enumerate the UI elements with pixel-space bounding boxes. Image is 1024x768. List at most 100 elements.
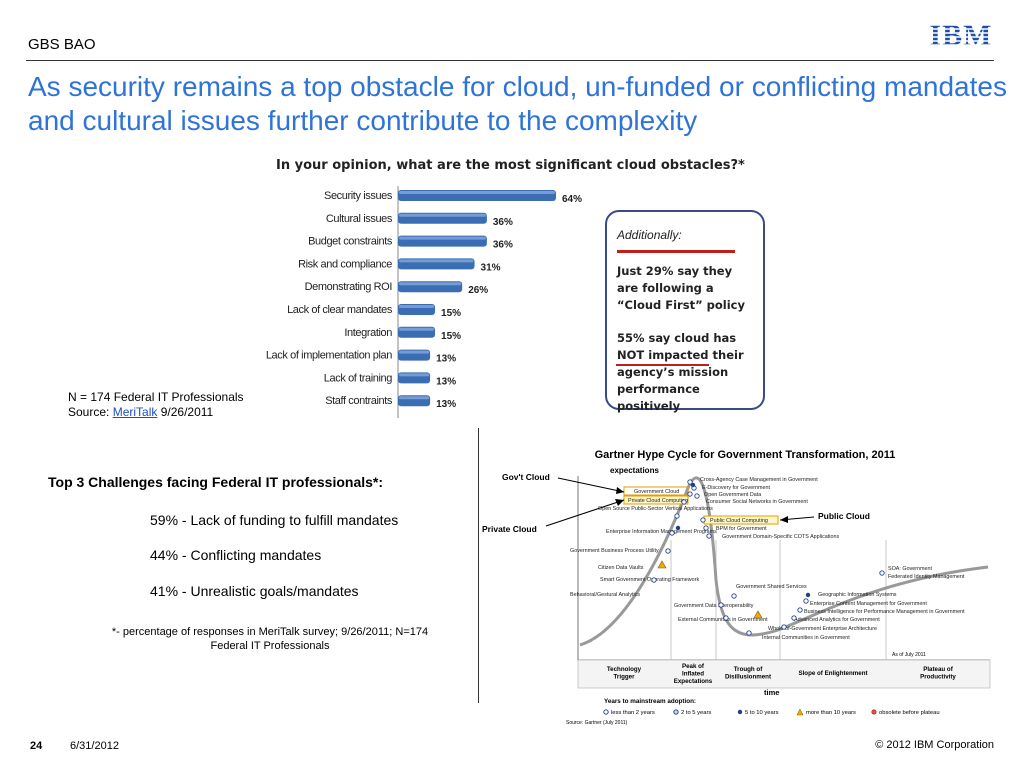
hype-label-open-source: Open Source Public-Sector Vertical Appli… <box>598 506 713 512</box>
hype-label-advanced-analytics: Advanced Analytics for Government <box>794 617 880 623</box>
source-prefix: Source: <box>68 405 113 419</box>
hype-label-external-communities: External Communities in Government <box>678 617 768 623</box>
svg-text:IBM: IBM <box>930 19 993 52</box>
phase-trough: Trough of Disillusionment <box>725 666 771 681</box>
copyright: © 2012 IBM Corporation <box>875 739 994 751</box>
callout-rule <box>617 250 735 253</box>
survey-note: N = 174 Federal IT Professionals Source:… <box>68 390 244 420</box>
hype-label-ediscovery: E-Discovery for Government <box>702 485 771 491</box>
survey-sample: N = 174 Federal IT Professionals <box>68 390 244 404</box>
bar-value-label: 26% <box>468 285 488 296</box>
legend-marker-gt10 <box>796 708 804 716</box>
phase-trough-label: Trough of <box>734 666 763 673</box>
hype-label-behavioral: Behavioral/Gestural Analytics <box>570 592 640 598</box>
hype-label-bi: Business Intelligence for Performance Ma… <box>804 609 965 615</box>
bar-highlight <box>399 350 430 354</box>
hype-label-public-cloud: Public Cloud Computing <box>710 518 768 524</box>
hype-title: Gartner Hype Cycle for Government Transf… <box>595 449 896 461</box>
not-impacted-underline <box>616 364 709 366</box>
legend-marker-5to10 <box>737 709 743 715</box>
phase-plateau: Plateau of Productivity <box>920 666 956 681</box>
ph2-line: Disillusionment <box>725 674 771 681</box>
meritalk-link[interactable]: MeriTalk <box>112 405 158 419</box>
hype-x-label: time <box>764 688 779 697</box>
hype-label-data-interop: Government Data Interoperability <box>674 603 754 609</box>
bar-category-label: Risk and compliance <box>298 258 392 270</box>
additional-stats-callout: Additionally: Just 29% say they are foll… <box>605 210 765 413</box>
hype-label-gis: Geographic Information Systems <box>818 592 897 598</box>
legend-5to10: 5 to 10 years <box>745 710 779 716</box>
source-date: 9/26/2011 <box>157 405 214 419</box>
hype-label-open-gov-data: Open Government Data <box>704 492 761 498</box>
govt-cloud-arrowhead <box>616 487 624 494</box>
bar-value-label: 31% <box>481 262 501 273</box>
private-cloud-arrowhead <box>615 499 624 506</box>
hype-label-cots: Government Domain-Specific COTS Applicat… <box>722 534 839 540</box>
bar-highlight <box>399 191 555 194</box>
bar-value-label: 36% <box>493 240 513 251</box>
hype-source: Source: Gartner (July 2011) <box>566 720 628 726</box>
bar-value-label: 36% <box>493 217 513 228</box>
hype-label-citizen-vaults: Citizen Data Vaults <box>598 565 644 571</box>
hype-callout-public-cloud: Public Cloud <box>818 511 870 521</box>
phase-technology-trigger-label: Technology <box>607 666 642 673</box>
phase-band <box>577 659 991 689</box>
challenge-item-3: 41% - Unrealistic goals/mandates <box>150 583 359 599</box>
government-cloud-highlight <box>623 486 689 496</box>
legend-marker-obsolete <box>871 709 877 715</box>
bar-highlight <box>399 236 486 240</box>
phase-technology-trigger: Technology Trigger <box>607 666 642 681</box>
hype-label-internal-communities: Internal Communities in Government <box>762 635 850 641</box>
legend-gt10: more than 10 years <box>806 710 856 716</box>
hype-callout-govt-cloud: Gov't Cloud <box>502 472 550 482</box>
header-label: GBS BAO <box>28 36 96 53</box>
survey-source: Source: MeriTalk 9/26/2011 <box>68 405 244 420</box>
legend-title: Years to mainstream adoption: <box>604 698 696 705</box>
phase-slope-label: Slope of Enlightenment <box>798 670 867 677</box>
hype-curve <box>579 476 989 647</box>
hype-label-private-cloud: Private Cloud Computing <box>628 498 688 504</box>
hype-label-cross-agency: Cross-Agency Case Management in Governme… <box>700 477 818 483</box>
legend-lt2: less than 2 years <box>611 710 655 716</box>
page-number: 24 <box>30 740 43 752</box>
bar-value-label: 13% <box>436 399 456 410</box>
hype-label-bpu: Government Business Process Utility <box>570 548 659 554</box>
bar-category-label: Lack of implementation plan <box>266 350 392 362</box>
bar-value-label: 13% <box>436 354 456 365</box>
bar-category-label: Cultural issues <box>326 213 393 225</box>
bar-value-label: 64% <box>562 194 582 205</box>
bar-value-label: 13% <box>436 376 456 387</box>
bar-highlight <box>399 259 474 263</box>
slide-title: As security remains a top obstacle for c… <box>28 71 1007 136</box>
bar-highlight <box>399 396 430 400</box>
marker-triangle-1 <box>657 560 667 569</box>
ph1-line: Expectations <box>674 678 713 685</box>
bar-category-label: Lack of clear mandates <box>287 304 393 316</box>
phase-peak-label: Peak of <box>682 663 705 670</box>
challenges-title: Top 3 Challenges facing Federal IT profe… <box>48 474 384 490</box>
marker-triangle-2 <box>753 610 763 619</box>
hype-label-shared-services: Government Shared Services <box>736 584 807 590</box>
hype-label-federated-id: Federated Identity Management <box>888 574 965 580</box>
chart-title: In your opinion, what are the most signi… <box>276 158 745 173</box>
private-cloud-arrow <box>545 499 625 527</box>
callout-heading: Additionally: <box>617 228 682 242</box>
hype-as-of: As of July 2011 <box>892 652 926 658</box>
callout-cloud-first: Just 29% say they are following a “Cloud… <box>617 264 745 312</box>
govt-cloud-arrow <box>557 477 625 493</box>
bar-highlight <box>399 327 435 331</box>
legend-obsolete: obsolete before plateau <box>879 710 940 716</box>
challenge-item-2: 44% - Conflicting mandates <box>150 547 322 563</box>
callout-mission-impact: 55% say cloud has NOT impacted their age… <box>617 331 744 413</box>
ph0-line: Trigger <box>614 674 636 681</box>
bar-category-label: Budget constraints <box>308 236 393 248</box>
ph4-line: Productivity <box>920 674 956 681</box>
hype-label-government-cloud: Government Cloud <box>634 489 679 495</box>
phase-peak: Peak of Inflated Expectations <box>674 663 713 685</box>
public-cloud-arrowhead <box>780 516 788 523</box>
bar-value-label: 15% <box>441 308 461 319</box>
hype-label-smart-gov: Smart Government Operating Framework <box>600 577 699 583</box>
header-rule <box>26 60 994 61</box>
footer-date: 6/31/2012 <box>70 740 119 752</box>
bar-category-label: Security issues <box>324 190 393 202</box>
